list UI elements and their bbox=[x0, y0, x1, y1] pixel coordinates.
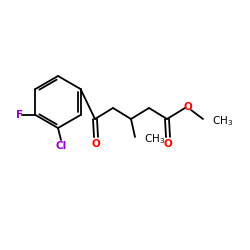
Text: F: F bbox=[16, 110, 23, 120]
Text: CH$_3$: CH$_3$ bbox=[212, 114, 233, 128]
Text: O: O bbox=[164, 139, 172, 149]
Text: O: O bbox=[184, 102, 192, 112]
Text: O: O bbox=[92, 139, 100, 149]
Text: Cl: Cl bbox=[55, 141, 66, 151]
Text: CH$_3$: CH$_3$ bbox=[144, 132, 165, 146]
